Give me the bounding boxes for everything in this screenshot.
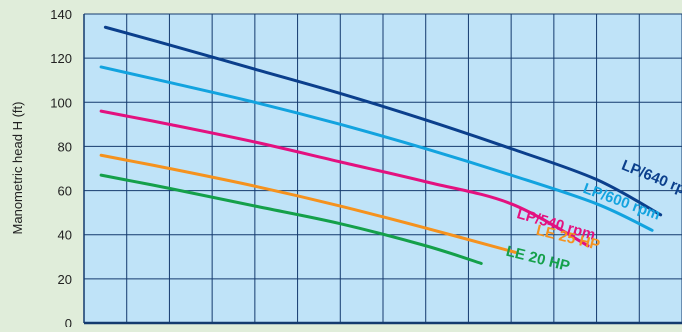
y-tick-label: 100 <box>50 95 72 110</box>
grid-lines <box>83 13 682 325</box>
series-line-le-20-hp <box>99 173 483 265</box>
series-line-lp-640-rpm <box>103 25 663 217</box>
series-line-lp-540-rpm <box>99 109 590 248</box>
y-tick-label: 120 <box>50 51 72 66</box>
y-tick-label: 80 <box>58 139 72 154</box>
series-lines <box>99 25 663 265</box>
y-tick-label: 140 <box>50 7 72 22</box>
y-tick-label: 20 <box>58 272 72 287</box>
y-tick-label: 40 <box>58 228 72 243</box>
y-axis-title: Manometric head H (ft) <box>10 102 25 235</box>
series-line-lp-600-rpm <box>99 65 654 232</box>
y-tick-labels: 0 20 40 60 80 100 120 140 <box>50 7 72 331</box>
series-line-le-25-hp <box>99 153 517 254</box>
y-tick-label: 60 <box>58 184 72 199</box>
y-tick-label: 0 <box>65 316 72 327</box>
